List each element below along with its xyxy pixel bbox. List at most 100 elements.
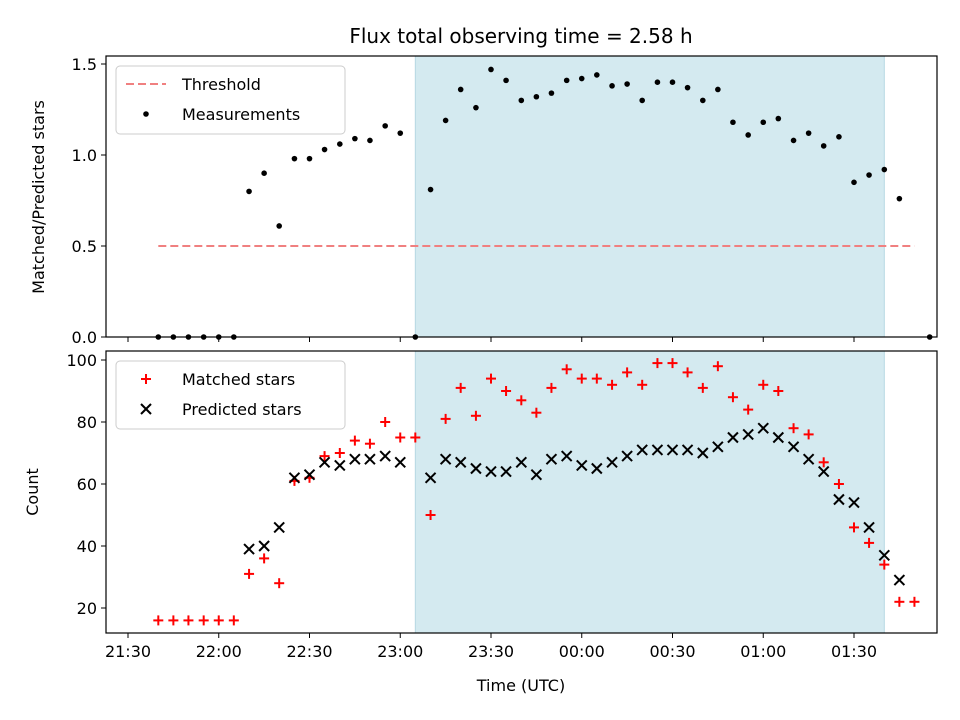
data-point: [183, 615, 194, 626]
data-point-stroke: [576, 459, 588, 472]
data-point-stroke: [500, 465, 512, 478]
data-point: [515, 456, 528, 469]
data-point: [909, 596, 920, 607]
data-point-stroke: [560, 450, 573, 462]
data-point: [454, 456, 467, 469]
legend-label: Predicted stars: [182, 400, 302, 419]
data-point-stroke: [666, 444, 679, 456]
data-point: [866, 172, 872, 178]
data-point: [896, 195, 903, 202]
data-point: [742, 428, 754, 441]
data-point-stroke: [454, 456, 467, 469]
legend: Threshold Measurements: [115, 65, 346, 135]
data-point: [276, 223, 282, 229]
data-point: [651, 444, 664, 456]
data-point: [533, 93, 540, 100]
data-point-stroke: [878, 549, 891, 562]
data-point: [439, 453, 452, 465]
data-point: [684, 84, 691, 91]
y-tick-label: 100: [66, 351, 97, 370]
y-tick-label: 1.5: [72, 55, 97, 74]
data-point: [546, 382, 557, 393]
data-point: [473, 104, 479, 111]
data-point: [773, 386, 784, 396]
data-point: [291, 155, 298, 162]
data-point: [364, 438, 375, 449]
data-point: [833, 493, 845, 506]
legend-label: Threshold: [181, 75, 261, 94]
data-point: [697, 447, 709, 459]
x-tick-label: 23:00: [377, 642, 423, 661]
data-point-stroke: [606, 456, 618, 469]
data-point: [379, 450, 391, 462]
data-point-stroke: [636, 444, 648, 456]
data-point: [382, 123, 388, 129]
data-point-stroke: [318, 456, 331, 469]
data-point: [621, 450, 633, 462]
data-point: [636, 444, 648, 456]
data-point: [757, 422, 769, 434]
data-point-stroke: [697, 447, 709, 459]
data-point: [802, 453, 815, 465]
data-point: [878, 549, 891, 562]
data-point: [213, 615, 224, 626]
data-point: [851, 179, 857, 186]
data-point: [288, 472, 301, 484]
data-point: [485, 465, 497, 478]
data-point-stroke: [848, 496, 860, 509]
data-point: [836, 134, 842, 140]
data-point: [470, 462, 482, 475]
data-point: [591, 373, 602, 384]
data-point-stroke: [379, 450, 391, 462]
data-point: [545, 453, 558, 465]
data-point: [863, 521, 875, 534]
data-point-stroke: [863, 521, 875, 534]
data-point: [560, 450, 573, 462]
data-point-stroke: [394, 456, 406, 469]
data-point-stroke: [439, 453, 452, 465]
data-point: [318, 456, 331, 469]
data-point-stroke: [485, 465, 497, 478]
shaded-interval: [415, 351, 885, 633]
x-tick-label: 00:30: [649, 642, 695, 661]
x-tick-label: 00:00: [559, 642, 605, 661]
data-point: [760, 119, 767, 126]
data-point: [334, 448, 345, 458]
y-tick-label: 80: [77, 413, 97, 432]
data-point: [349, 435, 360, 446]
data-point: [893, 574, 906, 586]
data-point: [727, 431, 739, 444]
data-point: [772, 431, 785, 444]
x-tick-label: 01:00: [740, 642, 786, 661]
data-point: [712, 361, 723, 372]
data-point: [666, 444, 679, 456]
data-point: [198, 615, 209, 626]
data-point: [470, 410, 481, 421]
legend: Matched stars Predicted stars: [115, 360, 346, 430]
data-point: [455, 382, 466, 393]
data-point-stroke: [817, 465, 830, 478]
data-point: [727, 392, 738, 403]
data-point-stroke: [364, 453, 376, 465]
data-point: [244, 568, 255, 579]
data-point: [639, 97, 645, 104]
data-point: [607, 379, 618, 390]
legend-marker-stroke: [140, 403, 152, 415]
data-point-stroke: [258, 540, 270, 552]
data-point-stroke: [893, 574, 906, 586]
data-point: [578, 75, 585, 82]
data-point: [228, 615, 239, 626]
x-tick-label: 22:30: [286, 642, 332, 661]
x-tick-label: 23:30: [468, 642, 514, 661]
data-point: [775, 115, 782, 122]
data-point-stroke: [545, 453, 558, 465]
data-point-stroke: [273, 521, 285, 534]
data-point-stroke: [802, 453, 815, 465]
data-point-stroke: [727, 431, 739, 444]
series-predicted-stars: [243, 422, 906, 586]
data-point: [563, 77, 570, 84]
legend-marker: [143, 111, 149, 117]
data-point: [758, 379, 769, 390]
data-point: [787, 441, 800, 453]
x-tick-label: 22:00: [196, 642, 242, 661]
